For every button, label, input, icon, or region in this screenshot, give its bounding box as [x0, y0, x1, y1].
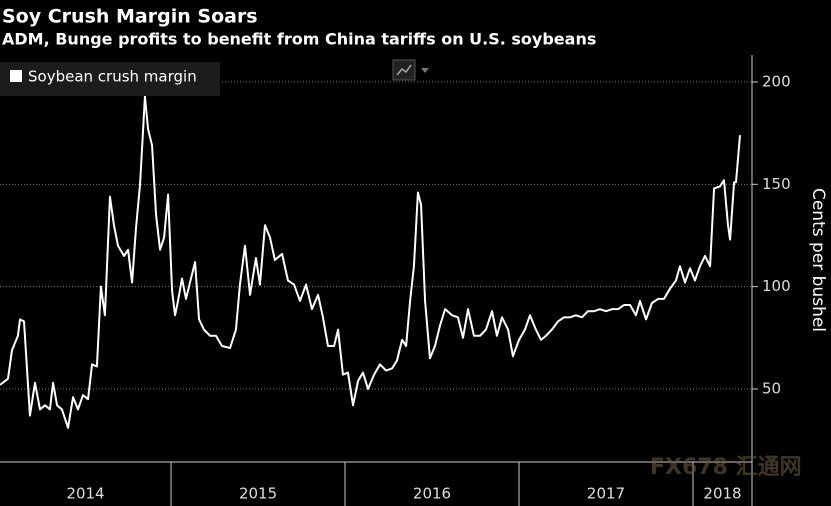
data-line [0, 95, 741, 429]
y-tick-label: 100 [762, 277, 791, 295]
icon-arrow [421, 68, 429, 73]
legend-label: Soybean crush margin [28, 68, 197, 86]
y-tick-label: 150 [762, 175, 791, 193]
icon-line [396, 64, 412, 76]
x-tick-label: 2015 [239, 485, 277, 503]
x-tick-label: 2017 [587, 485, 625, 503]
legend-swatch [10, 70, 22, 82]
y-axis-label: Cents per bushel [808, 188, 828, 332]
x-tick-label: 2016 [413, 485, 451, 503]
chart-subtitle: ADM, Bunge profits to benefit from China… [2, 30, 596, 49]
x-tick-label: 2018 [703, 485, 741, 503]
watermark: FX678 汇通网 [650, 455, 802, 480]
legend-box [0, 62, 220, 96]
chart-title: Soy Crush Margin Soars [2, 6, 258, 28]
y-tick-label: 200 [762, 73, 791, 91]
chart-type-icon[interactable] [392, 59, 429, 81]
y-tick-label: 50 [762, 379, 781, 397]
x-tick-label: 2014 [66, 485, 104, 503]
